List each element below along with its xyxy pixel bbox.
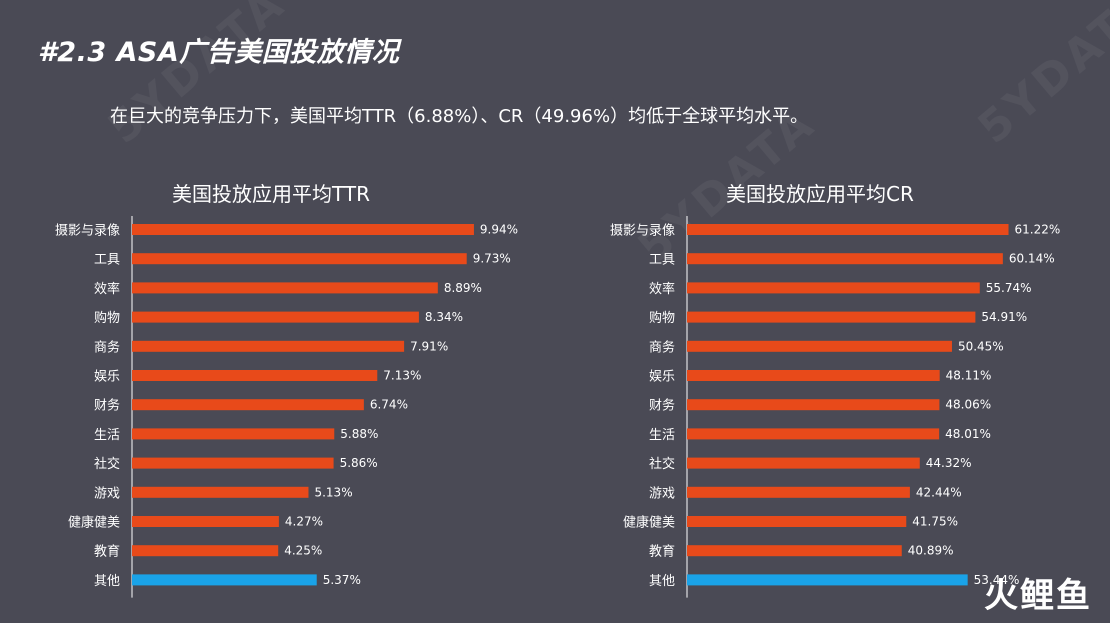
watermark: 5YDATA: [98, 0, 296, 154]
ttr-bar: [132, 486, 309, 498]
ttr-category-label: 社交: [94, 456, 120, 472]
cr-bar: [687, 574, 968, 586]
ttr-category-label: 游戏: [94, 486, 120, 501]
ttr-category-label: 教育: [94, 544, 120, 560]
ttr-bar: [132, 428, 335, 440]
cr-bar: [687, 457, 920, 469]
cr-bar: [687, 340, 952, 352]
cr-value-label: 40.89%: [908, 544, 954, 558]
cr-bar: [687, 311, 976, 323]
cr-value-label: 50.45%: [958, 339, 1004, 353]
cr-category-label: 商务: [649, 339, 675, 355]
ttr-bar: [132, 516, 279, 527]
ttr-value-label: 5.88%: [340, 427, 378, 441]
cr-category-label: 生活: [649, 428, 675, 443]
cr-bar: [687, 399, 940, 411]
cr-chart-title: 美国投放应用平均CR: [726, 182, 914, 206]
cr-value-label: 53.44%: [974, 573, 1020, 587]
ttr-value-label: 5.37%: [323, 573, 361, 587]
ttr-category-label: 生活: [94, 428, 120, 443]
ttr-chart-title: 美国投放应用平均TTR: [172, 182, 370, 206]
ttr-bar: [132, 399, 364, 411]
cr-value-label: 44.32%: [926, 456, 972, 470]
ttr-bar: [132, 340, 405, 352]
cr-category-label: 购物: [649, 310, 675, 326]
ttr-category-label: 商务: [94, 339, 120, 355]
cr-bar: [687, 486, 910, 498]
ttr-bar-chart: 摄影与录像 9.94% 工具 9.73% 效率 8.89% 购物 8.34% 商务 7.91% 娱乐…: [55, 216, 518, 598]
ttr-category-label: 财务: [94, 398, 120, 414]
cr-category-label: 效率: [649, 281, 675, 297]
cr-bar: [687, 282, 980, 294]
cr-value-label: 48.11%: [946, 369, 992, 383]
ttr-bar: [132, 282, 438, 294]
cr-bar: [687, 428, 940, 440]
cr-category-label: 社交: [649, 456, 675, 472]
ttr-category-label: 工具: [94, 253, 120, 268]
ttr-category-label: 娱乐: [94, 370, 120, 385]
watermark: 5YDATA: [968, 0, 1110, 154]
ttr-category-label: 健康健美: [68, 515, 120, 531]
ttr-value-label: 4.27%: [285, 515, 323, 529]
cr-category-label: 摄影与录像: [610, 224, 675, 239]
ttr-value-label: 6.74%: [370, 398, 408, 412]
ttr-bar: [132, 253, 467, 265]
cr-category-label: 健康健美: [623, 515, 675, 531]
ttr-category-label: 购物: [94, 310, 120, 326]
cr-category-label: 娱乐: [649, 370, 675, 385]
cr-bar: [687, 370, 940, 381]
cr-value-label: 61.22%: [1015, 223, 1061, 237]
cr-category-label: 工具: [649, 253, 675, 268]
ttr-category-label: 摄影与录像: [55, 224, 120, 239]
logo: 火鲤鱼: [984, 576, 1092, 616]
cr-bar: [687, 545, 902, 557]
ttr-value-label: 9.73%: [473, 252, 511, 266]
ttr-value-label: 7.91%: [410, 339, 448, 353]
slide-title: #2.3 ASA广告美国投放情况: [38, 37, 400, 68]
ttr-bar: [132, 574, 317, 586]
ttr-bar: [132, 457, 334, 469]
ttr-bar: [132, 545, 279, 557]
ttr-bar: [132, 370, 378, 381]
cr-value-label: 48.06%: [945, 398, 991, 412]
cr-category-label: 其他: [649, 574, 675, 589]
ttr-bar: [132, 224, 474, 235]
ttr-category-label: 其他: [94, 574, 120, 589]
ttr-value-label: 9.94%: [480, 223, 518, 237]
cr-category-label: 教育: [649, 544, 675, 560]
ttr-value-label: 8.89%: [444, 281, 482, 295]
cr-value-label: 60.14%: [1009, 252, 1055, 266]
ttr-value-label: 5.86%: [340, 456, 378, 470]
cr-category-label: 游戏: [649, 486, 675, 501]
cr-bar: [687, 253, 1003, 265]
cr-value-label: 55.74%: [986, 281, 1032, 295]
ttr-value-label: 7.13%: [383, 369, 421, 383]
cr-bar-chart: 摄影与录像 61.22% 工具 60.14% 效率 55.74% 购物 54.91% 商务 50.…: [610, 216, 1061, 598]
ttr-value-label: 8.34%: [425, 310, 463, 324]
cr-value-label: 41.75%: [912, 515, 958, 529]
ttr-value-label: 4.25%: [284, 544, 322, 558]
cr-value-label: 48.01%: [945, 427, 991, 441]
ttr-category-label: 效率: [94, 281, 120, 297]
ttr-bar: [132, 311, 419, 323]
cr-bar: [687, 516, 907, 527]
cr-category-label: 财务: [649, 398, 675, 414]
ttr-value-label: 5.13%: [314, 485, 352, 499]
slide-subtitle: 在巨大的竞争压力下，美国平均TTR（6.88%）、CR（49.96%）均低于全球…: [110, 106, 809, 127]
cr-value-label: 42.44%: [916, 485, 962, 499]
cr-bar: [687, 224, 1009, 235]
cr-value-label: 54.91%: [981, 310, 1027, 324]
